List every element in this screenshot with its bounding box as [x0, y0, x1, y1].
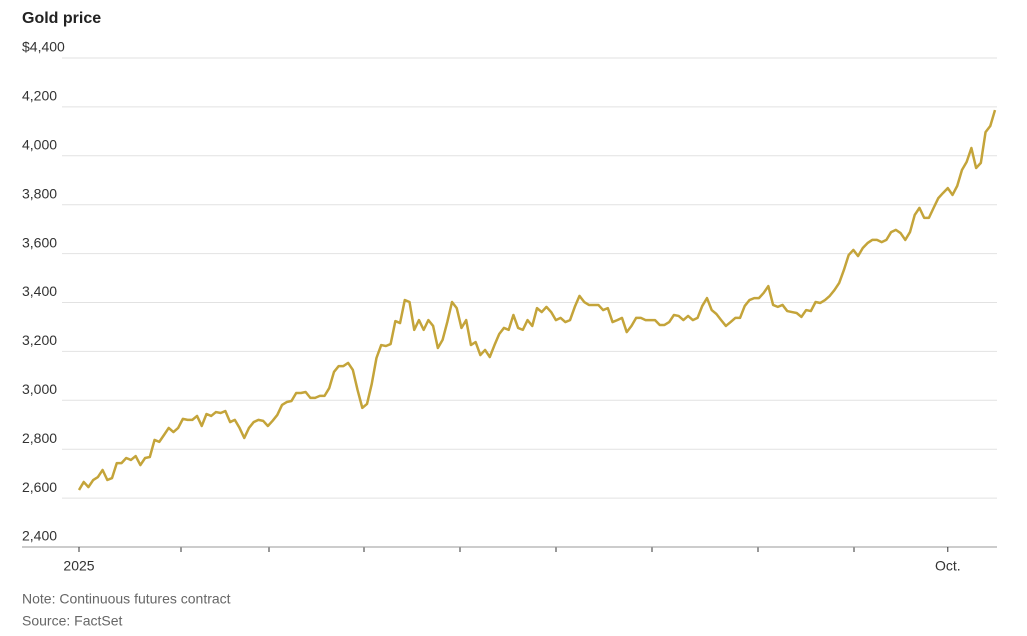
x-tick-label: 2025	[63, 558, 94, 574]
source: Source: FactSet	[22, 613, 122, 629]
y-tick-label: 3,600	[22, 234, 57, 250]
y-tick-label: 3,400	[22, 283, 57, 299]
price-line	[77, 109, 997, 491]
y-tick-label: 3,200	[22, 332, 57, 348]
y-tick-label: $4,400	[22, 39, 65, 55]
note: Note: Continuous futures contract	[22, 591, 231, 607]
y-tick-label: 3,800	[22, 185, 57, 201]
y-tick-label: 4,200	[22, 88, 57, 104]
y-tick-label: 4,000	[22, 137, 57, 153]
month-ticks	[180, 547, 855, 552]
y-tick-label: 3,000	[22, 381, 57, 397]
x-tick-label: Oct.	[935, 558, 961, 574]
y-tick-label: 2,800	[22, 430, 57, 446]
chart-title: Gold price	[22, 10, 101, 27]
y-tick-label: 2,400	[22, 528, 57, 544]
y-tick-label: 2,600	[22, 479, 57, 495]
